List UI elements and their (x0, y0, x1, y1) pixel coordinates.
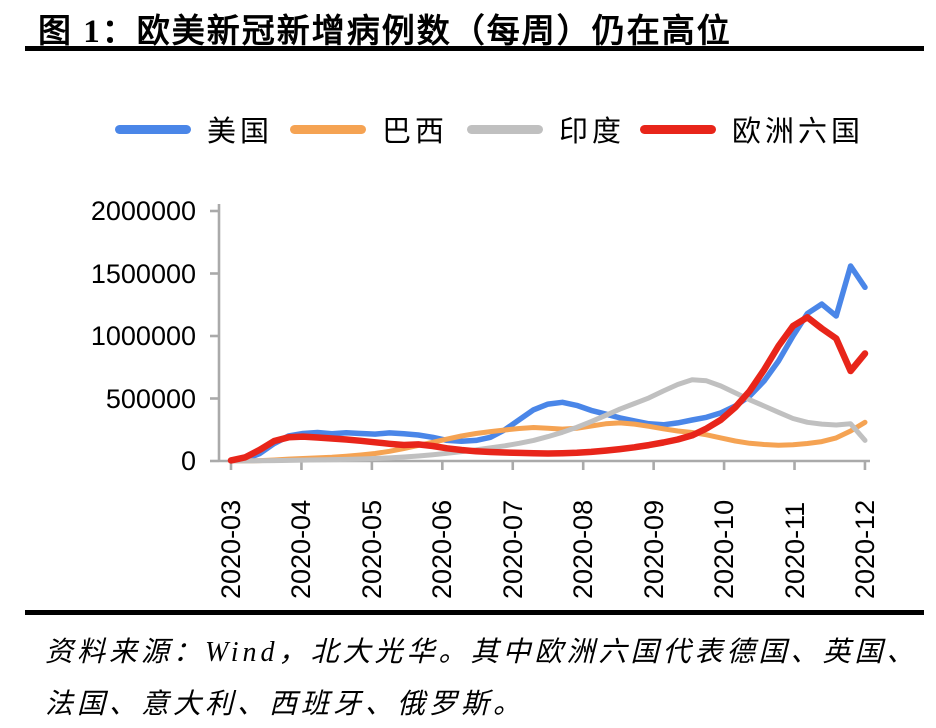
us-legend-label: 美国 (207, 116, 274, 148)
chart-plot-area (210, 204, 870, 470)
us-line-swatch (115, 124, 191, 134)
y-tick-label: 1500000 (90, 258, 196, 289)
europe-legend-label: 欧洲六国 (732, 116, 865, 148)
source-rule (25, 610, 924, 615)
y-tick-label: 500000 (105, 383, 196, 414)
x-tick-label: 2020-11 (779, 501, 810, 599)
series-line-印度 (228, 377, 868, 464)
figure-title: 图 1：欧美新冠新增病例数（每周）仍在高位 (38, 14, 732, 50)
x-tick-label: 2020-12 (849, 499, 880, 599)
y-tick-label: 1000000 (90, 321, 196, 351)
india-line-swatch (467, 124, 543, 134)
x-tick-label: 2020-05 (356, 499, 387, 599)
x-tick-label: 2020-08 (568, 499, 599, 599)
legend-item-brazil: 巴西 (290, 112, 448, 148)
x-tick-label: 2020-03 (216, 499, 246, 599)
x-tick-label: 2020-07 (497, 499, 528, 599)
europe-line-swatch (640, 124, 716, 134)
india-legend-label: 印度 (559, 116, 626, 148)
series-line-美国 (228, 263, 868, 464)
brazil-line-swatch (290, 124, 366, 134)
source-text-line2: 法国、意大利、西班牙、俄罗斯。 (45, 689, 526, 720)
x-tick-label: 2020-09 (638, 499, 669, 599)
x-tick-label: 2020-10 (709, 499, 740, 599)
source-text-line1: 资料来源：Wind，北大光华。其中欧洲六国代表德国、英国、 (45, 637, 919, 668)
legend-item-europe: 欧洲六国 (640, 112, 864, 148)
legend-item-india: 印度 (467, 112, 625, 148)
series-line-欧洲六国 (227, 314, 869, 464)
series-line-巴西 (228, 419, 868, 464)
y-tick-label: 2000000 (90, 196, 196, 226)
legend-item-us: 美国 (115, 112, 273, 148)
chart-legend: 美国 巴西 印度 欧洲六国 (0, 112, 936, 148)
x-tick-label: 2020-06 (427, 499, 458, 599)
y-tick-label: 0 (180, 446, 196, 476)
brazil-legend-label: 巴西 (382, 116, 449, 148)
x-tick-label: 2020-04 (286, 499, 317, 599)
title-rule (25, 46, 924, 51)
